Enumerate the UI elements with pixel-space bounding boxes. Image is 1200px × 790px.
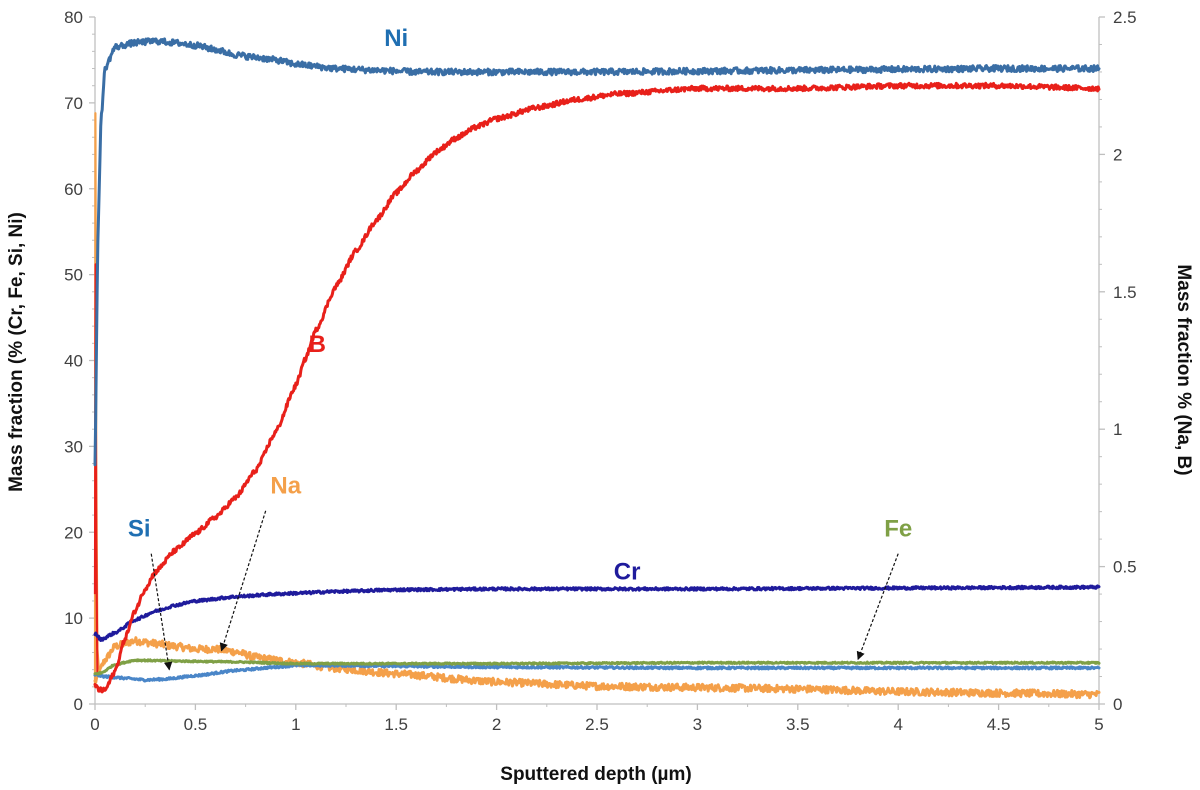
y-right-tick-label: 2.5 [1113,8,1137,27]
series-cr-line [93,584,1101,643]
y-right-tick-label: 1.5 [1113,283,1137,302]
y-left-tick-label: 20 [64,523,83,542]
y-right-tick-label: 1 [1113,420,1122,439]
y-right-tick-label: 0.5 [1113,558,1137,577]
series-fe-line [93,658,1101,676]
y-left-tick-label: 40 [64,352,83,371]
annotations: Ni B Cr Fe Si Na [128,25,912,671]
y-left-tick-label: 10 [64,609,83,628]
y-right-tick-label: 2 [1113,145,1122,164]
y-left-tick-label: 60 [64,180,83,199]
x-axis-title: Sputtered depth (µm) [500,764,691,785]
series-lines [93,37,1101,700]
y-left-tick-label: 50 [64,266,83,285]
series-si-line [93,662,1101,683]
x-tick-label: 3.5 [786,715,810,734]
series-label-ni: Ni [384,25,408,52]
y-axis-right-title: Mass fraction % (Na, B) [1173,264,1194,475]
series-b-line [93,81,1101,694]
series-ni-line [93,37,1101,467]
axes: 0 0.5 1 1.5 2 2.5 3 3.5 4 4.5 50102030405060708000… [64,8,1137,734]
x-tick-label: 2 [492,715,501,734]
series-label-b: B [309,331,326,358]
series-label-si: Si [128,516,151,543]
annotation-arrow [219,510,267,652]
y-left-tick-label: 80 [64,8,83,27]
x-tick-label: 4 [893,715,902,734]
x-tick-label: 0 [90,715,99,734]
x-tick-label: 2.5 [585,715,609,734]
y-left-tick-label: 70 [64,94,83,113]
y-right-tick-label: 0 [1113,695,1122,714]
series-label-cr: Cr [614,558,641,585]
annotation-arrow [150,553,173,671]
y-left-tick-label: 30 [64,437,83,456]
annotation-arrow [856,553,899,661]
series-label-na: Na [270,473,301,500]
x-tick-label: 1.5 [384,715,408,734]
series-label-fe: Fe [884,516,912,543]
y-axis-left-title: Mass fraction (% (Cr, Fe, Si, Ni) [6,212,27,492]
x-tick-label: 3 [693,715,702,734]
series-na-line [93,636,1101,700]
x-tick-label: 1 [291,715,300,734]
x-tick-label: 4.5 [987,715,1011,734]
y-left-tick-label: 0 [74,695,83,714]
x-tick-label: 0.5 [184,715,208,734]
x-tick-label: 5 [1094,715,1103,734]
